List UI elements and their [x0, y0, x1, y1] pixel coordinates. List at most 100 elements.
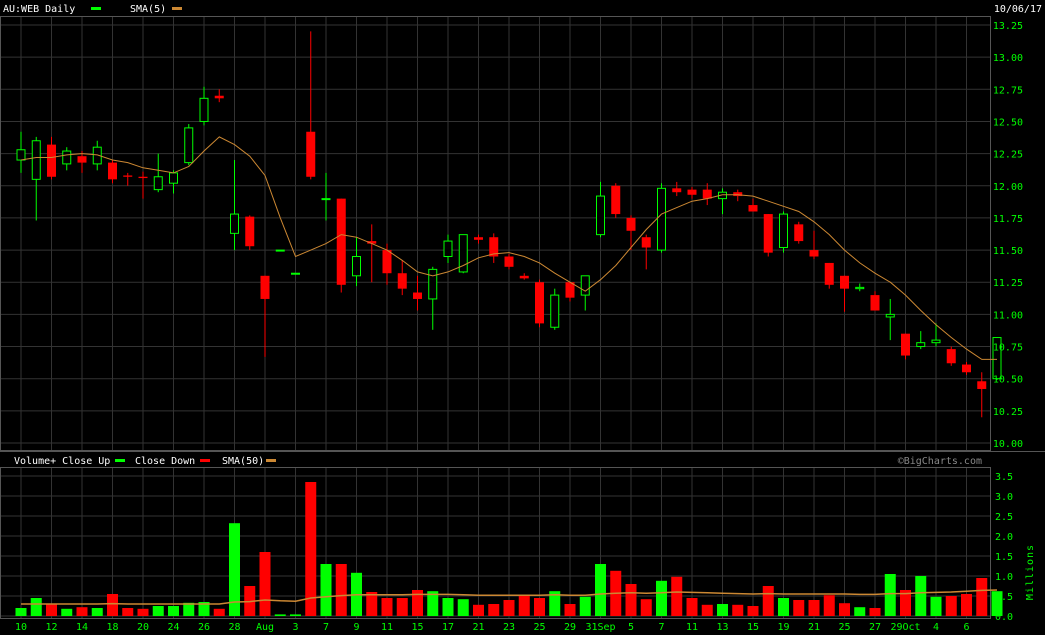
- x-tick-label: 31Sep: [585, 622, 615, 633]
- candle: [763, 214, 773, 257]
- volume-bar: [442, 598, 454, 616]
- volume-bar: [91, 608, 103, 616]
- volume-bar: [884, 574, 896, 616]
- volume-bar: [488, 604, 500, 616]
- candle: [260, 275, 270, 357]
- candle-body: [321, 198, 331, 201]
- candle-body: [184, 127, 194, 164]
- x-tick-label: 19: [777, 622, 789, 633]
- volume-bar: [427, 591, 439, 616]
- volume-bar: [518, 596, 530, 616]
- volume-bar: [320, 564, 332, 616]
- x-tick-label: Aug: [256, 622, 274, 633]
- volume-bar: [579, 596, 591, 616]
- volume-bar: [137, 608, 149, 616]
- volume-bar: [473, 604, 484, 616]
- candle-body: [260, 275, 270, 299]
- x-tick-label: 24: [167, 622, 179, 633]
- symbol-label: AU:WEB Daily: [3, 4, 75, 15]
- volume-bar: [625, 584, 637, 616]
- volume-bar: [290, 614, 301, 616]
- candle-body: [16, 149, 26, 161]
- candle-body: [992, 337, 1002, 380]
- volume-bar: [656, 580, 667, 616]
- candle: [123, 172, 133, 186]
- price-tick-label: 10.50: [993, 375, 1023, 386]
- candle: [474, 234, 483, 244]
- x-tick-label: 29Oct: [890, 622, 920, 633]
- candle: [230, 160, 239, 251]
- volume-bar: [305, 482, 317, 616]
- price-axis: 10.00 10.25 10.50 10.75 11.00 11.25 11.50 11.75…: [993, 21, 1023, 450]
- volume-bar: [503, 600, 515, 616]
- candle-body: [611, 185, 621, 215]
- candle: [245, 215, 255, 251]
- price-panel-frame: [0, 16, 991, 451]
- candle-body: [367, 241, 377, 244]
- candle-body: [931, 339, 941, 344]
- volume-down-swatch: [200, 459, 210, 462]
- candle: [275, 249, 285, 252]
- candle: [199, 86, 209, 126]
- volume-bar: [107, 594, 118, 616]
- volume-bar: [701, 604, 713, 616]
- candle-body: [946, 349, 956, 364]
- price-tick-label: 11.75: [993, 214, 1023, 225]
- volume-tick-label: 0.5: [995, 592, 1013, 603]
- candle-body: [641, 237, 651, 248]
- x-tick-label: 21: [808, 622, 820, 633]
- x-tick-label: 20: [137, 622, 149, 633]
- candle: [885, 298, 895, 341]
- price-tick-label: 12.25: [993, 150, 1023, 161]
- x-tick-label: 11: [381, 622, 393, 633]
- candle: [733, 189, 743, 202]
- volume-bars: [15, 482, 1003, 616]
- candle: [184, 124, 194, 166]
- candle-body: [443, 240, 453, 258]
- candle-body: [550, 294, 560, 328]
- candle-body: [672, 188, 682, 193]
- candle: [504, 253, 514, 270]
- price-tick-label: 10.25: [993, 407, 1023, 418]
- price-tick-label: 13.25: [993, 21, 1023, 32]
- candle: [596, 181, 605, 238]
- volume-panel-frame: [0, 467, 991, 619]
- candle-body: [62, 150, 72, 165]
- volume-bar: [869, 608, 881, 616]
- candle: [306, 31, 316, 180]
- price-tick-label: 10.00: [993, 439, 1023, 450]
- x-tick-label: 6: [963, 622, 969, 633]
- volume-bar: [900, 590, 911, 616]
- candle: [702, 183, 712, 206]
- price-candles: [16, 31, 1002, 418]
- volume-bar: [762, 586, 774, 616]
- candle-body: [733, 192, 743, 197]
- candle-body: [153, 176, 163, 191]
- x-tick-label: 5: [628, 622, 634, 633]
- candle: [47, 136, 56, 180]
- volume-bar: [671, 576, 683, 616]
- volume-bar: [854, 607, 866, 616]
- candle: [657, 183, 666, 253]
- candle-body: [169, 172, 178, 184]
- candle-body: [413, 292, 422, 299]
- candle: [824, 262, 834, 289]
- candle: [931, 323, 941, 347]
- volume-bar: [229, 523, 240, 616]
- candle: [443, 234, 453, 263]
- candle: [336, 198, 346, 293]
- candle: [870, 291, 880, 311]
- candle: [977, 372, 987, 418]
- volume-bar: [732, 604, 744, 616]
- volume-bar: [930, 596, 942, 616]
- candle: [489, 233, 499, 263]
- volume-bar: [198, 602, 210, 616]
- x-tick-label: 25: [533, 622, 545, 633]
- candle-body: [336, 198, 346, 285]
- volume-bar: [396, 598, 408, 616]
- x-tick-label: 25: [838, 622, 850, 633]
- sma5-line: [20, 136, 997, 360]
- candle-body: [245, 216, 255, 247]
- x-tick-label: 3: [292, 622, 298, 633]
- candle-body: [47, 144, 56, 177]
